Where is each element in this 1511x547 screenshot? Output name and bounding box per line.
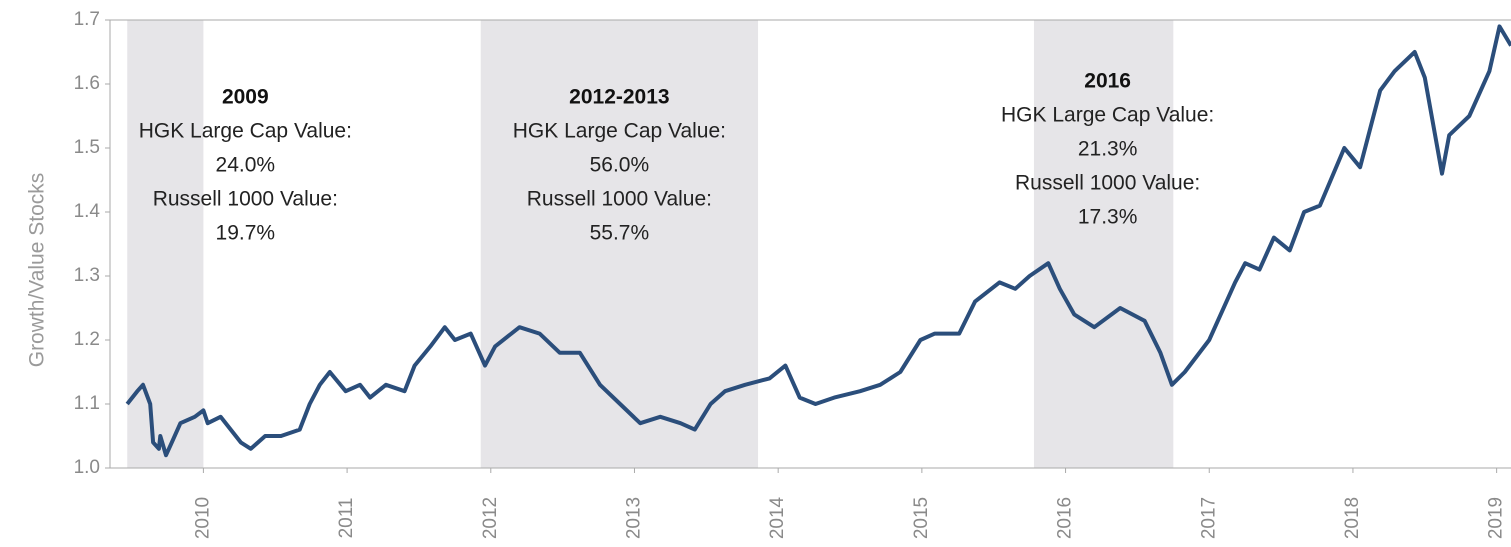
y-tick-label: 1.3: [74, 265, 100, 286]
annotation-text: HGK Large Cap Value:: [139, 120, 352, 143]
x-tick-label: 2011: [336, 498, 357, 539]
annotation-text: 55.7%: [590, 222, 650, 245]
y-tick-label: 1.2: [74, 329, 100, 350]
shaded-period: [127, 20, 204, 468]
annotation-title: 2016: [1084, 70, 1131, 93]
annotation-text: HGK Large Cap Value:: [513, 120, 726, 143]
annotation-text: Russell 1000 Value:: [153, 188, 338, 211]
x-tick-label: 2018: [1342, 497, 1363, 539]
y-tick-label: 1.0: [74, 457, 100, 478]
shaded-period: [1033, 20, 1174, 468]
x-tick-label: 2013: [623, 497, 644, 539]
annotation-text: 56.0%: [590, 154, 650, 177]
x-tick-label: 2015: [911, 497, 932, 539]
y-tick-label: 1.7: [74, 9, 100, 30]
annotation-text: 19.7%: [216, 222, 276, 245]
annotation-title: 2009: [222, 86, 269, 109]
x-tick-label: 2014: [767, 496, 788, 539]
shaded-period: [480, 20, 759, 468]
annotation-text: Russell 1000 Value:: [1015, 172, 1200, 195]
annotation-text: 24.0%: [216, 154, 276, 177]
annotation-text: Russell 1000 Value:: [527, 188, 712, 211]
y-tick-label: 1.6: [74, 73, 100, 94]
x-tick-label: 2019: [1486, 497, 1507, 539]
x-tick-label: 2016: [1055, 497, 1076, 539]
y-axis-label: Growth/Value Stocks: [26, 173, 49, 368]
annotation-text: 17.3%: [1078, 206, 1138, 229]
y-tick-label: 1.4: [74, 201, 101, 222]
x-tick-label: 2012: [480, 497, 501, 539]
x-tick-label: 2010: [192, 497, 213, 539]
y-tick-label: 1.1: [74, 393, 100, 414]
annotation-text: 21.3%: [1078, 138, 1138, 161]
x-tick-label: 2017: [1198, 497, 1219, 539]
y-tick-label: 1.5: [74, 137, 100, 158]
annotation-text: HGK Large Cap Value:: [1001, 104, 1214, 127]
annotation-title: 2012-2013: [569, 86, 669, 109]
data-line: [125, 24, 1511, 458]
